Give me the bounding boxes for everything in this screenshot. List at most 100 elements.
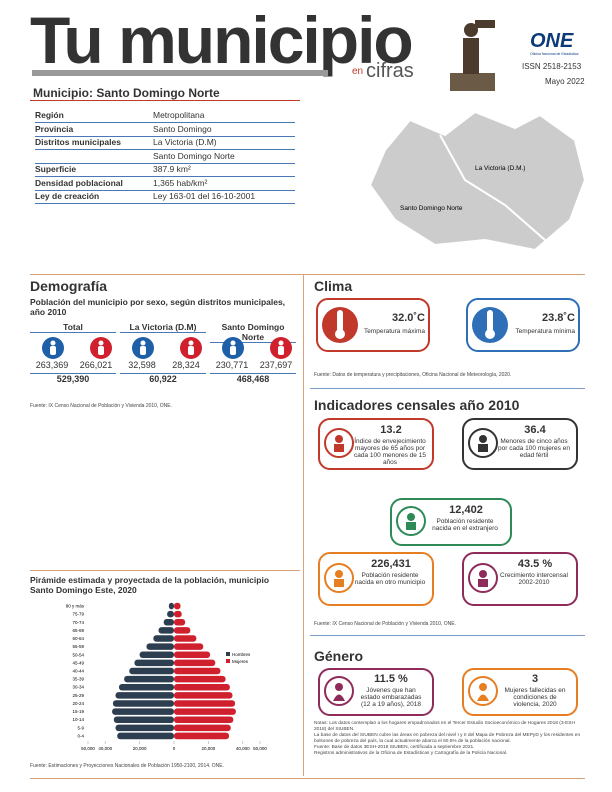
info-value: Santo Domingo Norte [153, 150, 235, 161]
x-tick-label: 20,000 [202, 746, 216, 751]
group-name: Santo Domingo Norte [210, 322, 296, 343]
note: Registros administrativos de la Oficina … [314, 751, 508, 756]
indicator-value: 13.2 [380, 424, 402, 436]
issn: ISSN 2518-2153 [522, 62, 582, 71]
bar [174, 651, 211, 659]
indicator-value: 12,402 [449, 504, 483, 516]
climate-label: Temperatura mínima [515, 328, 575, 335]
indicator-label: Población residente nacida en el extranj… [432, 518, 498, 532]
indicator-box: 13.2 Índice de envejecimiento mayores de … [318, 418, 434, 470]
indicator-value: 226,431 [371, 558, 411, 570]
gender-label: Mujeres fallecidas en condiciones de vio… [504, 687, 566, 708]
gender-icon [324, 676, 354, 706]
bar [174, 643, 204, 650]
age-label: 15-19 [72, 709, 84, 714]
thermometer-icon [322, 307, 358, 343]
x-tick-label: 40,000 [236, 746, 250, 751]
x-tick-label: 50,000 [253, 746, 267, 751]
divider [30, 778, 585, 779]
climate-value: 32.0˚C [391, 312, 425, 324]
divider [30, 100, 300, 101]
indicator-icon [324, 563, 354, 593]
bar [168, 602, 174, 610]
bar [115, 692, 174, 699]
age-label: 80 y más [66, 604, 85, 609]
gender-value: 11.5 % [374, 673, 408, 685]
age-label: 0-4 [77, 733, 84, 738]
age-label: 30-34 [72, 685, 84, 690]
map: La Victoria (D.M.) Santo Domingo Norte [368, 110, 587, 252]
section-title: Indicadores censales año 2010 [314, 397, 520, 413]
bar [112, 708, 174, 715]
indicator-box: 226,431 Población residente nacida en otr… [318, 552, 434, 606]
climate-box: 23.8˚C Temperatura mínima [466, 298, 580, 352]
divider [310, 635, 585, 636]
gender-box: 3 Mujeres fallecidas en condiciones de vi… [462, 668, 578, 716]
note: Notas: Los datos contemplan a los hogare… [314, 721, 575, 732]
bar [174, 602, 181, 610]
info-label: Provincia [35, 123, 74, 134]
bar [174, 675, 226, 683]
icons [222, 337, 292, 359]
person-icon [270, 337, 292, 359]
legend-swatch [226, 659, 230, 663]
pyramid-chart: 0-4 5-9 10-14 15-19 20-24 25-29 30-34 35-39 40-4… [66, 602, 267, 751]
info-value: La Victoria (D.M) [153, 137, 217, 147]
bar [115, 724, 174, 732]
bar [124, 675, 174, 683]
legend-label: Mujeres [232, 659, 249, 664]
chart-title: Pirámide estimada y proyectada de la pob… [30, 575, 270, 595]
divider [310, 388, 585, 389]
bar [174, 610, 182, 618]
bar [113, 716, 174, 723]
bar [174, 635, 197, 642]
subtitle-small: en [352, 66, 364, 77]
map-label: Santo Domingo Norte [400, 205, 463, 212]
gender-value: 3 [531, 673, 539, 685]
age-label: 70-74 [72, 620, 84, 625]
person-icon [132, 337, 154, 359]
person-icon [222, 337, 244, 359]
group-name: Total [30, 322, 116, 333]
divider [303, 274, 304, 776]
x-tick-label: 50,000 [81, 746, 95, 751]
women-count: 266,021 [79, 360, 113, 370]
group-total: 468,468 [210, 373, 296, 384]
info-label: Ley de creación [35, 191, 100, 201]
info-label: Región [35, 110, 64, 120]
gender-box: 11.5 % Jóvenes que han estado embarazadas… [318, 668, 434, 716]
bar [153, 635, 174, 642]
age-label: 25-29 [72, 693, 84, 698]
info-label: Distritos municipales [35, 137, 121, 147]
source: Fuente: IX Censo Nacional de Población y… [30, 403, 172, 409]
age-label: 55-59 [72, 644, 84, 649]
note: Fuente: Base de datos 3ESH-2018 SIUBEN, … [314, 745, 475, 750]
bar [174, 700, 236, 707]
section-title: Clima [314, 278, 353, 294]
title: Tu municipio [30, 3, 414, 77]
indicator-box: 12,402 Población residente nacida en el e… [390, 498, 512, 546]
municipality: Municipio: Santo Domingo Norte [33, 86, 220, 100]
info-row: Provincia Santo Domingo [35, 124, 295, 137]
indicator-icon [468, 563, 498, 593]
bar [118, 683, 174, 691]
men-count: 32,598 [128, 360, 156, 370]
indicator-icon [324, 428, 354, 458]
indicator-label: Índice de envejecimiento mayores de 65 a… [354, 438, 426, 466]
bar [174, 716, 234, 723]
bar [146, 643, 174, 650]
bar [174, 659, 216, 667]
bar [174, 732, 230, 740]
legend-label: Hombres [232, 652, 251, 657]
bar [174, 619, 186, 626]
thermometer-icon [472, 307, 508, 343]
age-label: 50-54 [72, 652, 84, 657]
group-total: 60,922 [120, 373, 206, 384]
info-value: Ley 163-01 del 16-10-2001 [153, 191, 256, 201]
gender-icon [468, 676, 498, 706]
age-label: 40-44 [72, 669, 84, 674]
age-label: 45-49 [72, 660, 84, 665]
bar [112, 700, 174, 707]
